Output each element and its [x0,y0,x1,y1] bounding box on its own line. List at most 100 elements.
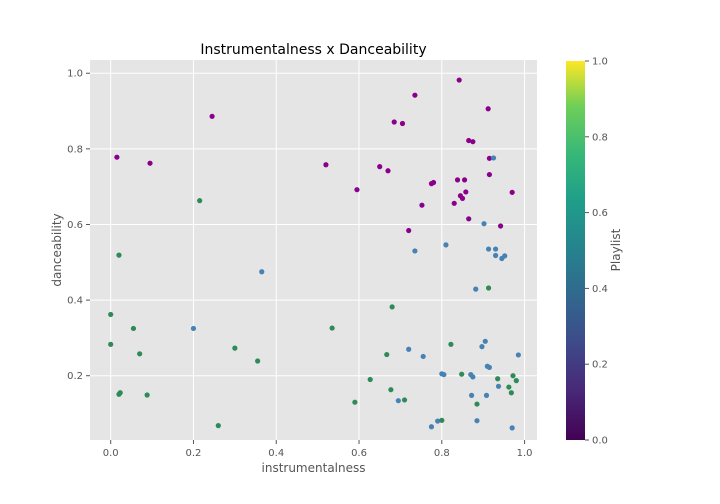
data-point [197,198,203,204]
data-point [389,304,395,310]
data-point [485,246,492,252]
data-point [130,325,137,332]
data-point [454,177,461,183]
data-point [486,171,493,178]
colorbar-tick-label: 1.0 [592,57,608,68]
data-point [508,390,514,396]
data-point [117,390,123,396]
data-point [147,160,153,166]
data-point [486,155,493,161]
data-point [461,177,468,183]
x-tick-label: 0.2 [186,448,202,459]
data-point [466,216,472,222]
data-point [215,423,221,429]
data-point [481,221,487,227]
data-point [497,223,504,229]
x-axis-label: instrumentalness [262,461,366,475]
colorbar-label: Playlist [609,228,623,271]
x-tick-label: 0.4 [268,448,284,459]
y-tick-label: 0.4 [67,296,83,307]
data-point [323,162,329,168]
data-point [509,425,515,431]
data-point [435,418,441,424]
data-point [430,179,437,186]
data-point [479,344,485,350]
data-point [509,189,515,195]
y-tick-label: 1.0 [67,69,83,80]
colorbar-tick-label: 0.2 [592,360,608,371]
y-tick-label: 0.6 [67,220,83,231]
data-point [495,383,502,389]
colorbar-tick-label: 0.4 [592,284,608,295]
data-point [255,358,261,364]
data-point [137,351,143,357]
data-point [401,397,408,403]
data-point [352,399,358,405]
data-point [439,417,445,423]
plot-area [90,60,537,440]
data-point [329,325,335,331]
data-point [463,189,469,195]
y-tick-label: 0.2 [67,371,83,382]
y-tick-label: 0.8 [67,144,83,155]
data-point [493,246,499,252]
data-point [493,252,499,259]
colorbar [566,61,585,440]
x-tick-label: 0.8 [434,448,450,459]
data-point [406,227,412,234]
data-point [232,345,238,351]
data-points [108,77,521,431]
data-point [190,325,197,332]
data-point [108,341,114,347]
data-point [209,113,215,119]
data-point [482,338,488,344]
data-point [420,353,426,360]
data-point [391,119,397,125]
data-point [412,92,418,98]
data-point [385,168,391,174]
data-point [377,164,383,170]
data-point [395,398,401,404]
data-point [490,155,497,161]
data-point [470,374,476,380]
data-point [485,106,491,112]
colorbar-ticks: 0.0 0.2 0.4 0.6 0.8 1.0 [585,57,608,447]
data-point [486,364,493,371]
data-point [406,346,412,352]
data-point [443,242,449,248]
grid-lines [90,60,537,440]
data-point [466,137,472,144]
colorbar-tick-label: 0.8 [592,132,608,143]
colorbar-tick-label: 0.6 [592,208,608,219]
y-axis-label: danceability [50,213,64,286]
x-tick-label: 0.0 [103,448,119,459]
x-tick-label: 0.6 [351,448,367,459]
data-point [108,311,114,318]
data-point [456,77,462,83]
data-point [459,371,465,377]
x-tick-label: 1.0 [517,448,533,459]
data-point [473,286,479,292]
data-point [495,376,501,382]
data-point [367,376,373,383]
data-point [483,392,490,398]
data-point [474,401,480,407]
data-point [470,139,476,145]
data-point [515,352,521,358]
data-point [469,392,475,398]
y-axis-ticks: 0.2 0.4 0.6 0.8 1.0 [67,69,90,382]
data-point [114,154,120,160]
data-point [259,269,265,275]
data-point [502,253,508,259]
data-point [441,371,447,378]
data-point [513,378,519,384]
data-point [474,418,480,424]
chart-title: Instrumentalness x Danceability [200,42,426,58]
data-point [144,392,150,398]
colorbar-tick-label: 0.0 [592,436,608,447]
data-point [388,387,394,393]
data-point [412,248,418,254]
data-point [448,341,454,347]
data-point [451,200,457,206]
